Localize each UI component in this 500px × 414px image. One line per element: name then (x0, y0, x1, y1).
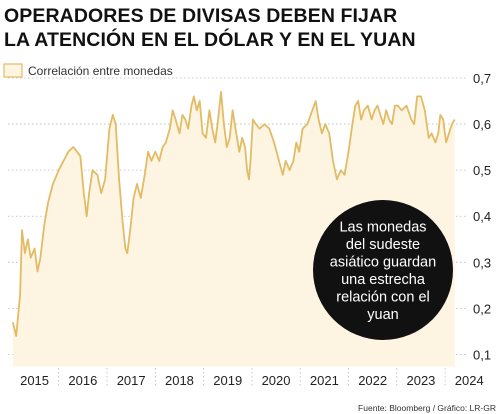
y-tick-label: 0,3 (473, 255, 491, 270)
x-tick-label: 2015 (20, 373, 49, 388)
callout-line: una estrecha (341, 272, 426, 288)
x-tick-label: 2016 (68, 373, 97, 388)
x-axis-ticks: 2015 2016 2017 2018 2019 2020 2021 2022 2023 2024 (20, 373, 484, 388)
chart-title: OPERADORES DE DIVISAS DEBEN FIJAR LA ATE… (4, 4, 496, 52)
y-tick-label: 0,2 (473, 301, 491, 316)
x-tick-label: 2021 (310, 373, 339, 388)
x-tick-label: 2023 (406, 373, 435, 388)
legend-label: Correlación entre monedas (28, 64, 173, 78)
y-tick-label: 0,7 (473, 71, 491, 86)
legend-swatch (3, 63, 23, 78)
y-axis-ticks: 0,1 0,2 0,3 0,4 0,5 0,6 0,7 (473, 71, 491, 362)
source-note: Fuente: Bloomberg / Gráfico: LR-GR (358, 403, 496, 413)
callout-line: Las monedas (339, 219, 426, 235)
callout-line: del sudeste (346, 237, 420, 253)
callout-circle (313, 200, 453, 340)
legend: Correlación entre monedas (3, 63, 173, 78)
callout-line: relación con el (336, 289, 430, 305)
callout-line: yuan (367, 307, 398, 323)
y-tick-label: 0,1 (473, 347, 491, 362)
title-line-2: LA ATENCIÓN EN EL DÓLAR Y EN EL YUAN (4, 29, 416, 51)
callout-line: asiático guardan (330, 254, 436, 270)
x-tick-label: 2020 (262, 373, 291, 388)
title-line-1: OPERADORES DE DIVISAS DEBEN FIJAR (4, 5, 398, 27)
x-tick-label: 2019 (213, 373, 242, 388)
correlation-line (11, 90, 456, 337)
y-tick-label: 0,5 (473, 163, 491, 178)
y-tick-label: 0,6 (473, 117, 491, 132)
x-tick-label: 2024 (455, 373, 484, 388)
x-tick-label: 2018 (165, 373, 194, 388)
x-tick-label: 2022 (358, 373, 387, 388)
x-tick-label: 2017 (117, 373, 146, 388)
y-tick-label: 0,4 (473, 209, 491, 224)
